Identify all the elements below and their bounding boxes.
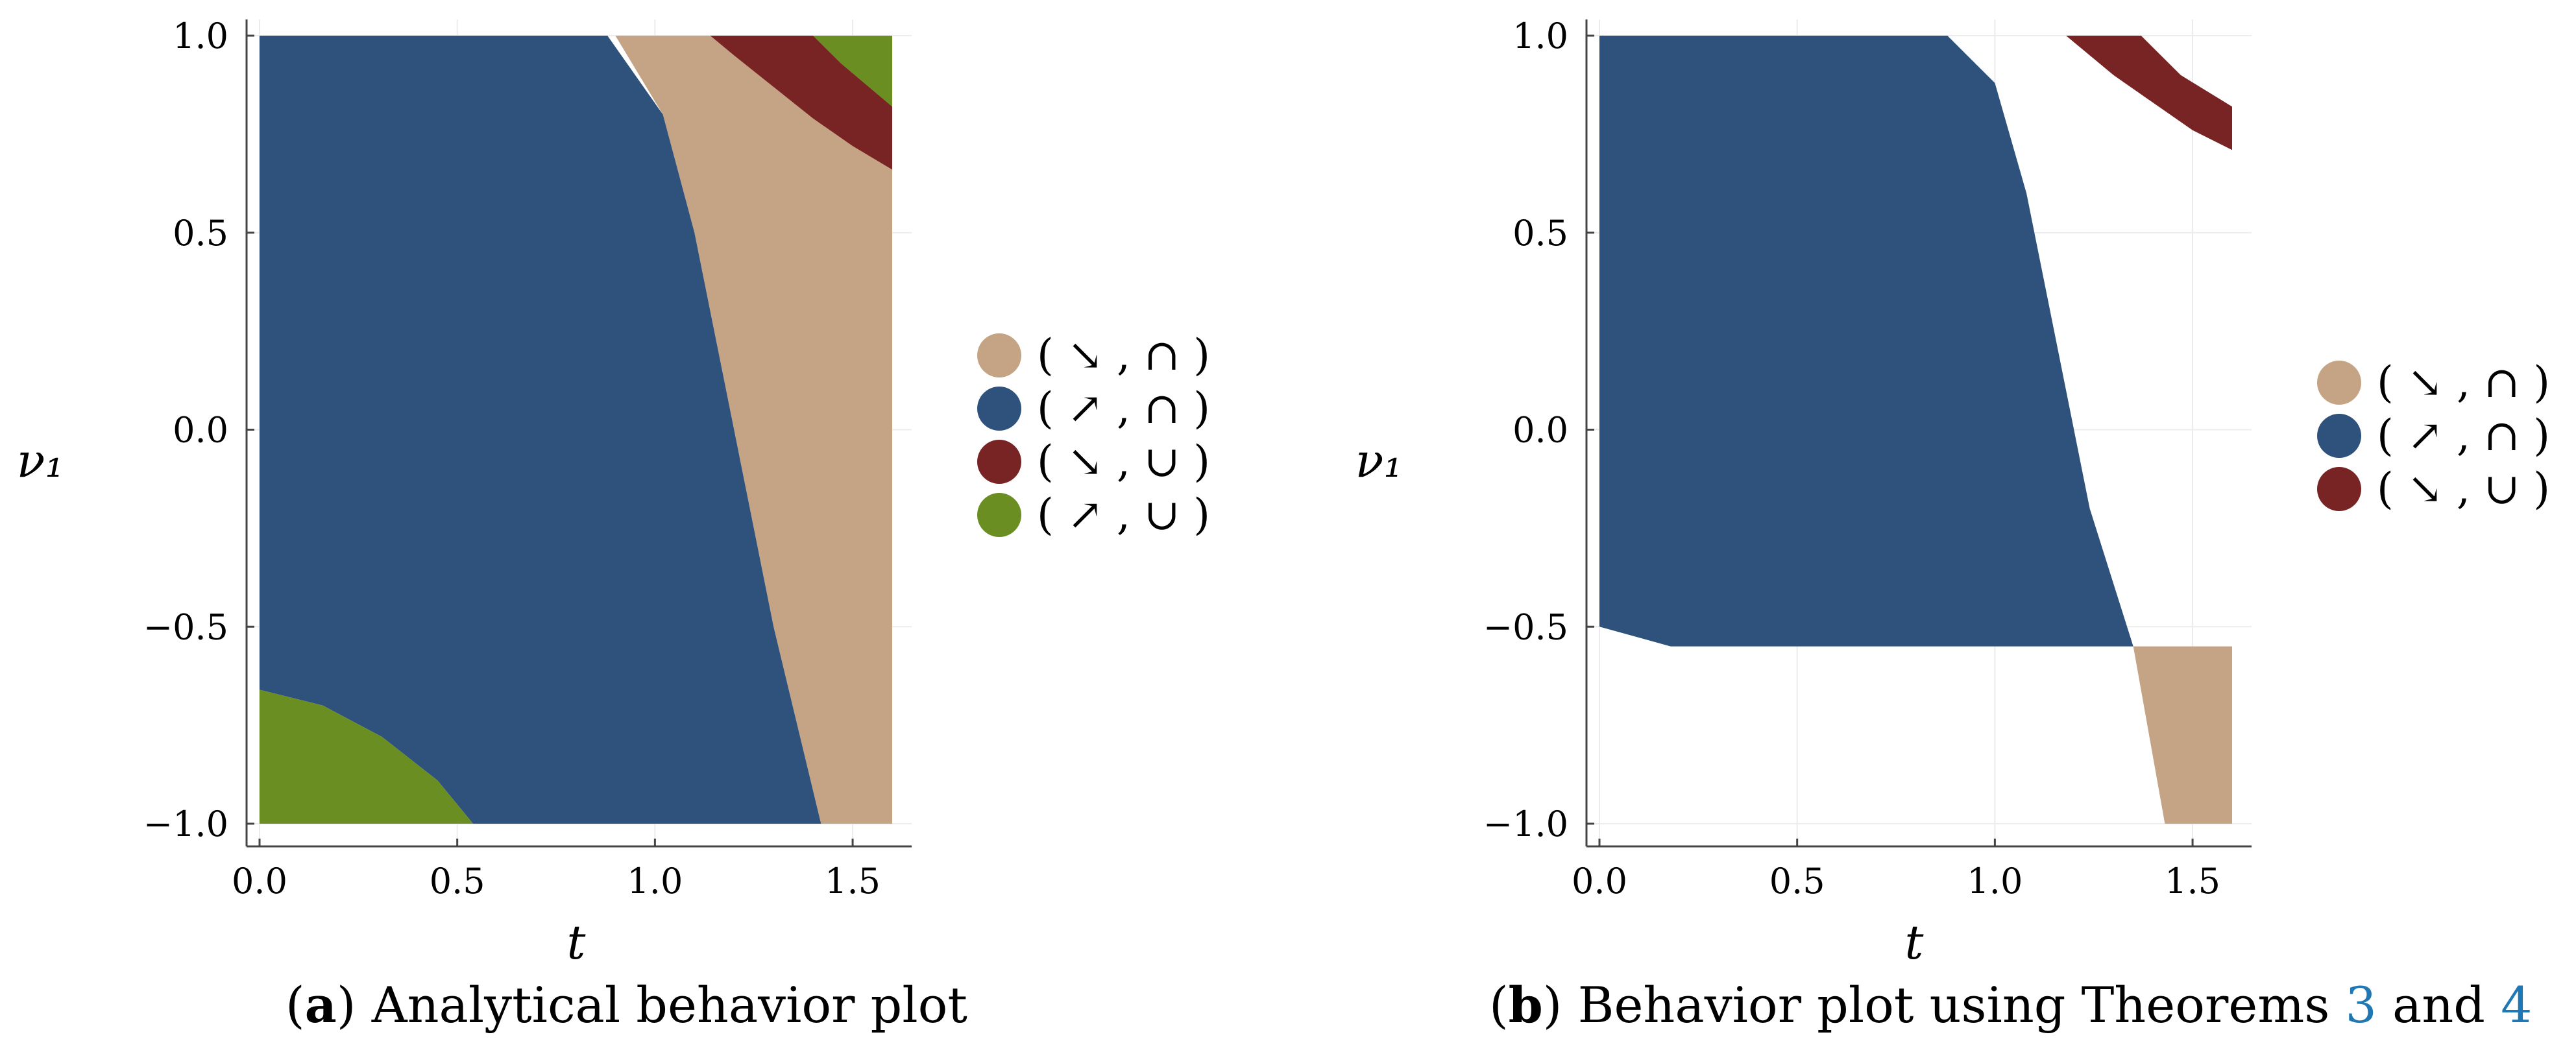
blue-region <box>1599 36 2133 647</box>
legend-label: ( ↘ , ∩ ) <box>2377 357 2550 407</box>
theorem-4-link[interactable]: 4 <box>2501 976 2533 1034</box>
x-tick-label: 0.5 <box>430 861 485 902</box>
y-tick-label: −0.5 <box>143 606 228 647</box>
x-tick-label: 1.5 <box>825 861 881 902</box>
legend-label: ( ↗ , ∩ ) <box>1037 383 1210 433</box>
caption-a: (a) Analytical behavior plot <box>286 976 967 1034</box>
x-tick-label: 1.0 <box>627 861 683 902</box>
red-region <box>710 36 892 170</box>
panel-b-chart: 0.0 0.5 1.0 1.5 1.0 0.5 0.0 −0.5 −1.0 t ν₁ ( ↘ , ∩ … <box>1355 16 2550 970</box>
legend-swatch <box>2317 361 2361 405</box>
legend-label: ( ↗ , ∪ ) <box>1037 490 1210 540</box>
y-tick-label: 0.5 <box>1513 213 1568 254</box>
y-tick-label: 1.0 <box>1513 16 1568 56</box>
y-tick-label: −1.0 <box>143 804 228 844</box>
caption-b-text: Behavior plot using Theorems <box>1577 976 2346 1034</box>
theorem-3-link[interactable]: 3 <box>2345 976 2377 1034</box>
x-tick-label: 1.0 <box>1967 861 2023 902</box>
tan-region <box>2133 646 2232 824</box>
y-axis-label: ν₁ <box>17 433 64 488</box>
green-region-bottom <box>260 689 474 824</box>
y-tick-label: −0.5 <box>1483 606 1568 647</box>
legend-swatch <box>977 493 1021 537</box>
x-tick-label: 1.5 <box>2165 861 2220 902</box>
y-axis-label: ν₁ <box>1355 433 1403 488</box>
legend-label: ( ↘ , ∩ ) <box>1037 330 1210 380</box>
legend-swatch <box>977 333 1021 377</box>
y-tick-label: 1.0 <box>173 16 228 56</box>
blue-region <box>260 36 821 824</box>
panel-a-chart: 0.0 0.5 1.0 1.5 1.0 0.5 0.0 −0.5 −1.0 t ν₁ ( ↘ , ∩ … <box>17 16 1210 970</box>
y-tick-label: −1.0 <box>1483 804 1568 844</box>
legend-swatch <box>977 387 1021 431</box>
red-region <box>2066 36 2232 150</box>
tan-region <box>615 36 892 824</box>
caption-a-text: Analytical behavior plot <box>371 976 967 1034</box>
x-tick-label: 0.5 <box>1769 861 1825 902</box>
caption-b: (b) Behavior plot using Theorems 3 and 4 <box>1489 976 2533 1034</box>
legend-swatch <box>2317 414 2361 458</box>
legend-label: ( ↘ , ∪ ) <box>1037 436 1210 486</box>
caption-b-and: and <box>2376 976 2501 1034</box>
x-tick-label: 0.0 <box>232 861 287 902</box>
y-tick-label: 0.5 <box>173 213 228 254</box>
x-tick-label: 0.0 <box>1572 861 1627 902</box>
legend-label: ( ↘ , ∪ ) <box>2377 464 2550 514</box>
y-tick-label: 0.0 <box>173 410 228 451</box>
legend-swatch <box>977 440 1021 484</box>
caption-a-letter: a <box>304 976 337 1034</box>
legend-label: ( ↗ , ∩ ) <box>2377 411 2550 460</box>
x-axis-label: t <box>1905 915 1925 970</box>
green-region-top <box>813 36 892 107</box>
x-axis-label: t <box>567 915 587 970</box>
legend-swatch <box>2317 467 2361 511</box>
y-tick-label: 0.0 <box>1513 410 1568 451</box>
caption-b-letter: b <box>1508 976 1543 1034</box>
